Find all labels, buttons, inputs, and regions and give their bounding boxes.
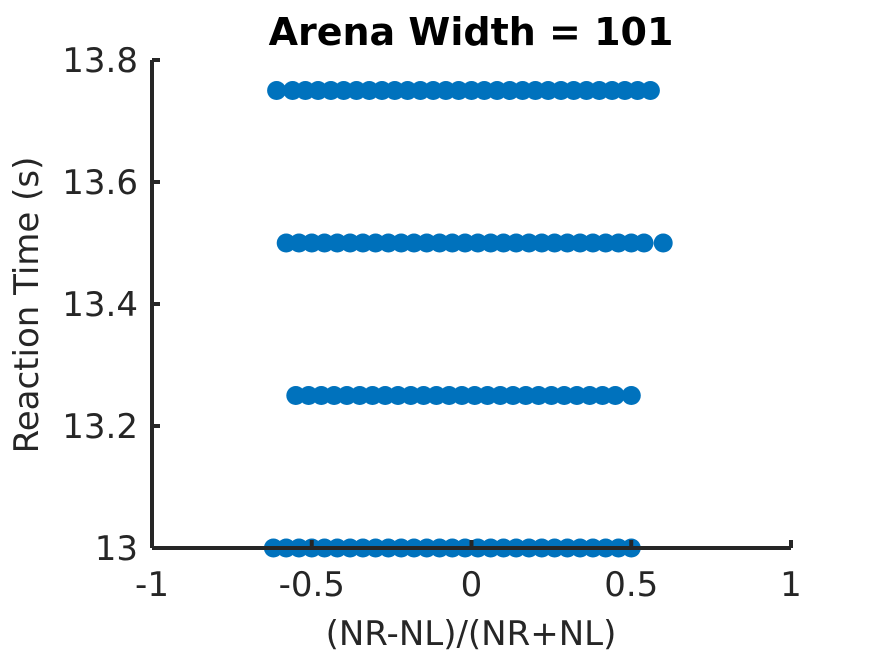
x-tick-label: -1 bbox=[135, 565, 169, 605]
chart-title: Arena Width = 101 bbox=[269, 10, 674, 54]
y-tick-label: 13 bbox=[95, 529, 138, 569]
x-tick-label: 0 bbox=[461, 565, 483, 605]
tick-labels: -1 -0.5 0 0.5 1 13 13.2 13.4 13.6 13.8 bbox=[62, 41, 802, 605]
data-point bbox=[640, 81, 660, 100]
y-tick-label: 13.4 bbox=[62, 285, 138, 325]
x-tick-label: 0.5 bbox=[604, 565, 658, 605]
tick-marks bbox=[150, 58, 793, 550]
y-tick-label: 13.8 bbox=[62, 41, 138, 81]
x-tick-label: -0.5 bbox=[279, 565, 345, 605]
data-point bbox=[621, 386, 641, 405]
data-point bbox=[634, 233, 654, 253]
y-tick-label: 13.2 bbox=[62, 407, 138, 447]
y-axis-label: Reaction Time (s) bbox=[7, 157, 47, 454]
y-tick-label: 13.6 bbox=[62, 163, 138, 203]
data-points bbox=[263, 81, 673, 558]
data-point bbox=[605, 386, 625, 405]
data-point bbox=[653, 233, 673, 253]
data-point bbox=[267, 81, 287, 100]
x-axis-label: (NR-NL)/(NR+NL) bbox=[326, 614, 617, 654]
x-tick-label: 1 bbox=[780, 565, 802, 605]
axes bbox=[150, 60, 791, 550]
